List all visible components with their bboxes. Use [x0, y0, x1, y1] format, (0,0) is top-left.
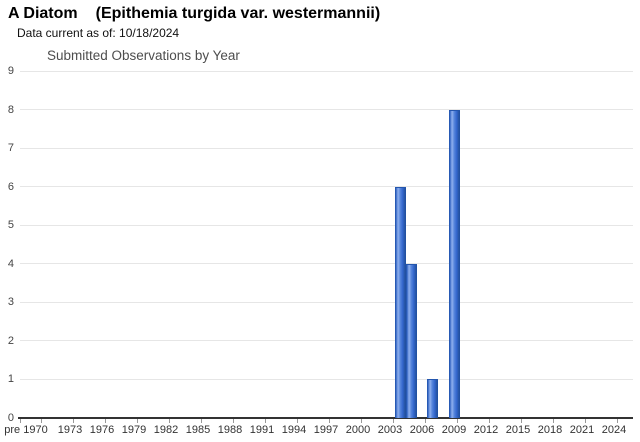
- x-axis-label-2006: 2006: [409, 424, 435, 436]
- y-axis-label-6: 6: [7, 180, 14, 193]
- gridline-y-8: [20, 109, 633, 111]
- x-axis-label-1976: 1976: [89, 424, 115, 436]
- x-axis-tick-1982: [169, 419, 170, 423]
- x-axis-tick-2006: [425, 419, 426, 423]
- x-axis-label-2003: 2003: [377, 424, 403, 436]
- x-axis-tick-1988: [233, 419, 234, 423]
- x-axis-tick-2000: [361, 419, 362, 423]
- x-axis-tick-1991: [265, 419, 266, 423]
- x-axis-tick-2015: [521, 419, 522, 423]
- bar-2007[interactable]: [427, 379, 439, 418]
- x-axis-tick-2009: [457, 419, 458, 423]
- x-axis-label-2021: 2021: [569, 424, 595, 436]
- x-axis-tick-2021: [585, 419, 586, 423]
- gridline-y-5: [20, 224, 633, 226]
- gridline-y-7: [20, 147, 633, 149]
- x-axis-tick-2003: [393, 419, 394, 423]
- page-title-common-name: A Diatom: [8, 5, 78, 22]
- x-axis-label-2018: 2018: [537, 424, 563, 436]
- x-axis-tick-1970: [41, 419, 42, 423]
- data-current-note: Data current as of: 10/18/2024: [17, 26, 180, 40]
- x-axis-label-1985: 1985: [185, 424, 211, 436]
- x-axis-label-1994: 1994: [281, 424, 307, 436]
- x-axis-label-1982: 1982: [153, 424, 179, 436]
- y-axis-label-7: 7: [7, 142, 14, 155]
- bar-2004[interactable]: [395, 186, 407, 418]
- y-axis-label-9: 9: [7, 65, 14, 77]
- bar-2005[interactable]: [405, 263, 417, 418]
- x-axis-label-2015: 2015: [505, 424, 531, 436]
- y-axis-label-8: 8: [7, 103, 14, 116]
- x-axis-label-2000: 2000: [345, 424, 371, 436]
- x-axis-tick-2018: [553, 419, 554, 423]
- y-axis-label-2: 2: [7, 334, 14, 347]
- x-axis-label-1988: 1988: [217, 424, 243, 436]
- x-axis-label-pre-1970: pre 1970: [4, 424, 48, 436]
- x-axis-label-2012: 2012: [473, 424, 499, 436]
- x-axis-tick-2024: [617, 419, 618, 423]
- bar-2009[interactable]: [448, 109, 460, 418]
- x-axis-tick-1979: [137, 419, 138, 423]
- x-axis-tick-1985: [201, 419, 202, 423]
- x-axis-tick-1973: [73, 419, 74, 423]
- page-title-scientific-name: (Epithemia turgida var. westermannii): [95, 5, 381, 22]
- x-axis-label-1973: 1973: [57, 424, 83, 436]
- x-axis-label-1997: 1997: [313, 424, 339, 436]
- gridline-y-4: [20, 263, 633, 265]
- y-axis-label-4: 4: [7, 257, 14, 270]
- x-axis-tick-origin: [20, 419, 21, 423]
- gridline-y-2: [20, 340, 633, 342]
- x-axis-line: [18, 417, 633, 419]
- x-axis-label-2009: 2009: [441, 424, 467, 436]
- x-axis-label-1979: 1979: [121, 424, 147, 436]
- y-axis-label-1: 1: [7, 373, 14, 386]
- y-axis-label-0: 0: [7, 412, 14, 424]
- x-axis-tick-1997: [329, 419, 330, 423]
- gridline-y-3: [20, 301, 633, 303]
- y-axis-label-3: 3: [7, 296, 14, 309]
- x-axis-tick-1976: [105, 419, 106, 423]
- x-axis-label-1991: 1991: [249, 424, 275, 436]
- gridline-y-9: [20, 70, 633, 72]
- gridline-y-6: [20, 186, 633, 188]
- x-axis-tick-1994: [297, 419, 298, 423]
- x-axis-tick-2012: [489, 419, 490, 423]
- chart-title: Submitted Observations by Year: [47, 48, 240, 63]
- page-title: A Diatom (Epithemia turgida var. westerma…: [8, 5, 380, 23]
- y-axis-label-5: 5: [7, 219, 14, 232]
- x-axis-label-2024: 2024: [601, 424, 627, 436]
- gridline-y-1: [20, 378, 633, 380]
